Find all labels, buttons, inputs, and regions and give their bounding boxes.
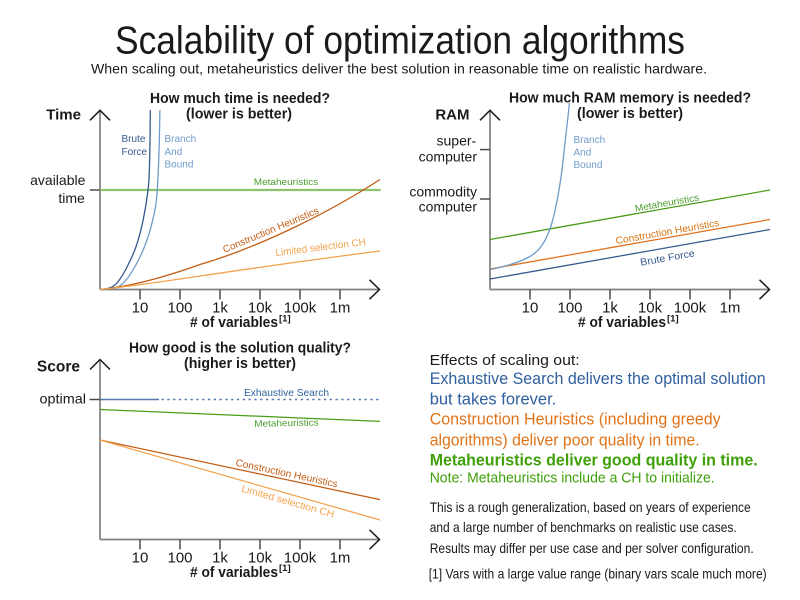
svg-text:Bound: Bound bbox=[165, 159, 194, 170]
svg-text:Brute: Brute bbox=[122, 134, 146, 145]
svg-text:RAM: RAM bbox=[435, 106, 469, 123]
svg-text:but takes forever.: but takes forever. bbox=[430, 391, 557, 409]
svg-text:Branch: Branch bbox=[574, 135, 606, 146]
svg-text:(lower is better): (lower is better) bbox=[186, 105, 292, 122]
svg-text:commodity: commodity bbox=[409, 183, 477, 199]
svg-text:(lower is better): (lower is better) bbox=[577, 105, 683, 122]
svg-text:Branch: Branch bbox=[165, 134, 197, 145]
svg-text:[1] Vars with a large value ra: [1] Vars with a large value range (binar… bbox=[429, 566, 767, 582]
svg-text:10: 10 bbox=[132, 300, 149, 317]
svg-text:100k: 100k bbox=[284, 550, 317, 567]
svg-text:[1]: [1] bbox=[667, 313, 679, 324]
svg-text:Bound: Bound bbox=[574, 160, 603, 171]
svg-text:100: 100 bbox=[167, 300, 192, 317]
svg-text:Score: Score bbox=[37, 359, 80, 376]
svg-text:Results may differ per use cas: Results may differ per use case and per … bbox=[430, 540, 754, 556]
svg-text:1k: 1k bbox=[212, 550, 228, 567]
svg-text:1m: 1m bbox=[330, 550, 351, 567]
svg-text:time: time bbox=[58, 190, 85, 206]
svg-text:# of variables: # of variables bbox=[190, 564, 278, 581]
svg-text:1m: 1m bbox=[330, 300, 351, 317]
svg-text:Force: Force bbox=[122, 147, 148, 158]
svg-text:Time: Time bbox=[46, 106, 81, 123]
svg-text:computer: computer bbox=[419, 149, 478, 165]
svg-text:available: available bbox=[30, 172, 85, 188]
svg-text:100: 100 bbox=[557, 300, 582, 317]
svg-text:super-: super- bbox=[437, 133, 477, 149]
svg-text:(higher is better): (higher is better) bbox=[184, 355, 296, 372]
svg-text:# of variables: # of variables bbox=[190, 314, 278, 331]
svg-text:1k: 1k bbox=[212, 300, 228, 317]
svg-text:How good is the solution quali: How good is the solution quality? bbox=[129, 340, 351, 357]
svg-text:10: 10 bbox=[132, 550, 149, 567]
svg-text:algorithms) deliver poor quali: algorithms) deliver poor quality in time… bbox=[430, 431, 700, 449]
svg-text:and a large number of benchmar: and a large number of benchmarks on real… bbox=[430, 519, 737, 535]
svg-text:Scalability of optimization al: Scalability of optimization algorithms bbox=[115, 20, 685, 63]
svg-text:Exhaustive Search delivers the: Exhaustive Search delivers the optimal s… bbox=[430, 370, 766, 388]
svg-text:10k: 10k bbox=[638, 300, 663, 317]
svg-text:When scaling out, metaheuristi: When scaling out, metaheuristics deliver… bbox=[91, 61, 707, 77]
svg-text:How much time is needed?: How much time is needed? bbox=[150, 90, 330, 107]
svg-text:How much RAM memory is needed?: How much RAM memory is needed? bbox=[509, 90, 751, 107]
svg-text:10k: 10k bbox=[248, 300, 273, 317]
svg-text:Exhaustive Search: Exhaustive Search bbox=[244, 387, 329, 399]
svg-text:computer: computer bbox=[419, 198, 478, 214]
svg-text:10k: 10k bbox=[248, 550, 273, 567]
svg-text:And: And bbox=[165, 147, 183, 158]
svg-text:# of variables: # of variables bbox=[578, 314, 666, 331]
svg-text:1k: 1k bbox=[602, 300, 618, 317]
svg-text:Metaheuristics deliver good qu: Metaheuristics deliver good quality in t… bbox=[430, 452, 758, 470]
svg-text:optimal: optimal bbox=[40, 390, 87, 406]
svg-text:This is a rough generalization: This is a rough generalization, based on… bbox=[430, 499, 751, 515]
svg-text:And: And bbox=[574, 148, 592, 159]
svg-text:10: 10 bbox=[522, 300, 539, 317]
svg-text:100k: 100k bbox=[284, 300, 317, 317]
svg-text:Metaheuristics: Metaheuristics bbox=[254, 418, 319, 430]
svg-text:1m: 1m bbox=[720, 300, 741, 317]
svg-text:Note: Metaheuristics include a: Note: Metaheuristics include a CH to ini… bbox=[430, 470, 715, 486]
svg-text:Metaheuristics: Metaheuristics bbox=[254, 177, 319, 188]
svg-text:100: 100 bbox=[167, 550, 192, 567]
svg-text:Effects of scaling out:: Effects of scaling out: bbox=[430, 352, 580, 369]
svg-text:Construction Heuristics (inclu: Construction Heuristics (including greed… bbox=[430, 411, 722, 429]
svg-text:100k: 100k bbox=[674, 300, 707, 317]
svg-text:[1]: [1] bbox=[279, 313, 291, 324]
svg-text:[1]: [1] bbox=[279, 563, 291, 574]
